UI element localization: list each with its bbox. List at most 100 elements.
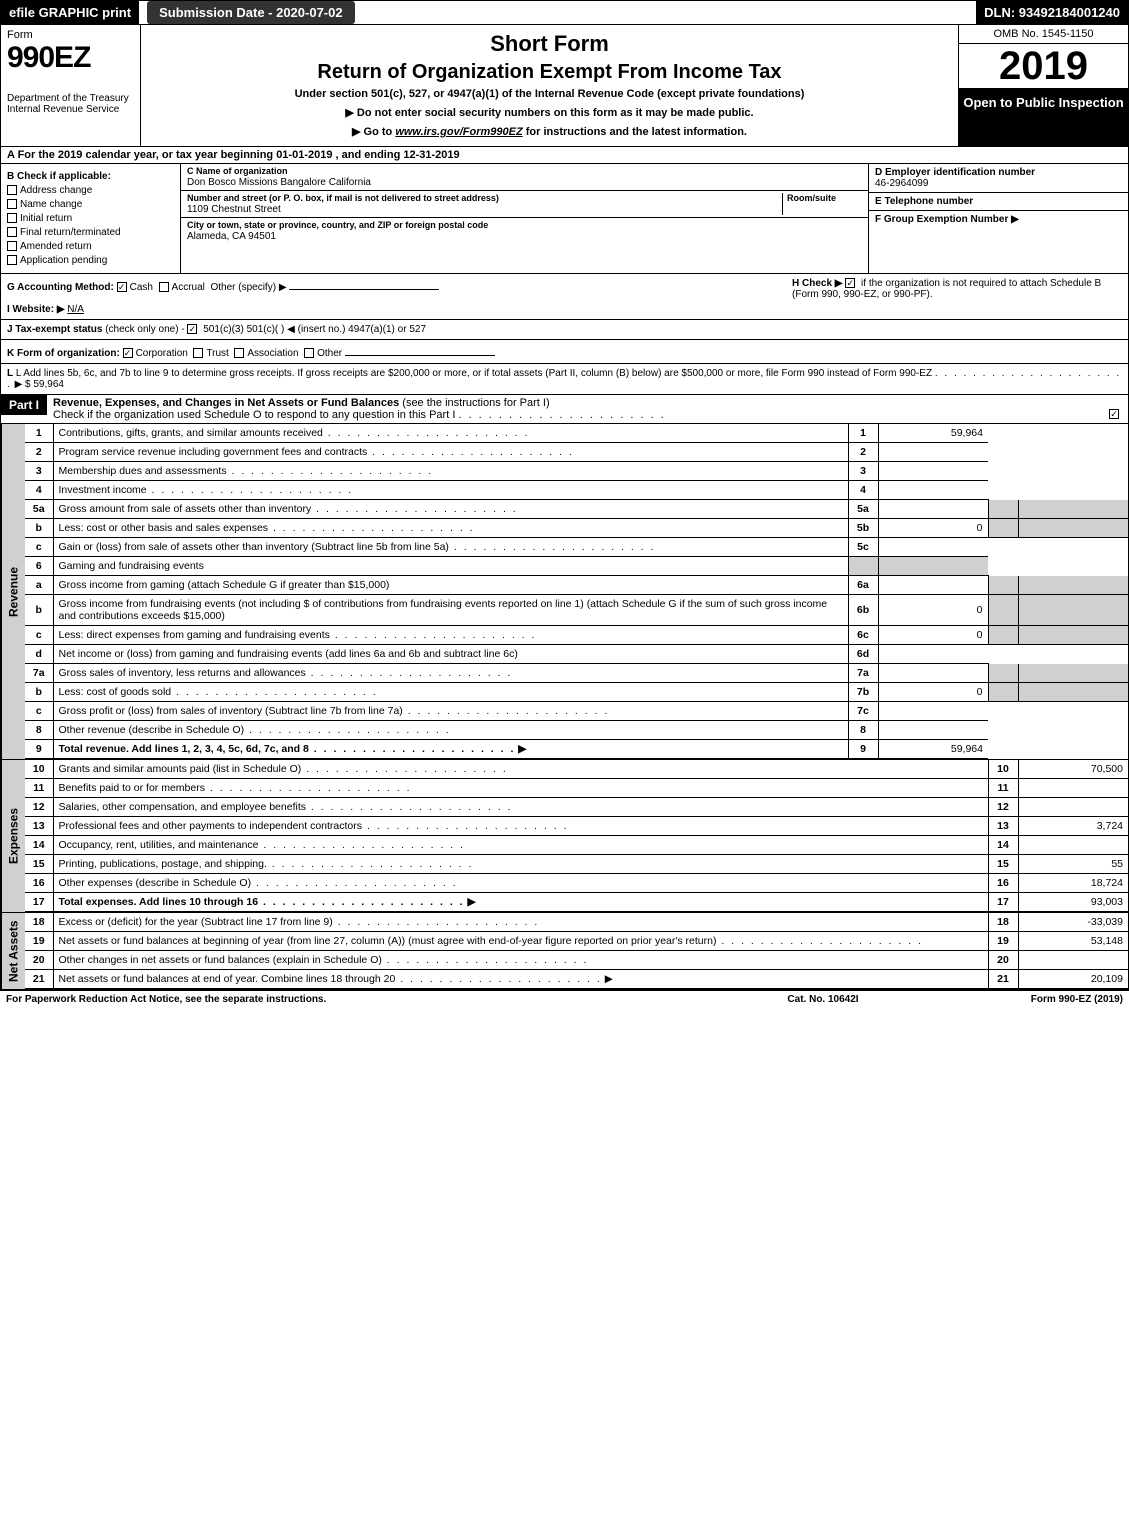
city-label: City or town, state or province, country…	[187, 220, 488, 230]
short-form-title: Short Form	[149, 31, 950, 57]
efile-label[interactable]: efile GRAPHIC print	[1, 1, 139, 24]
box-b-label: B Check if applicable:	[7, 171, 174, 182]
check-application-pending[interactable]: Application pending	[7, 255, 174, 266]
line-5b: bLess: cost or other basis and sales exp…	[25, 519, 1128, 538]
check-address-change[interactable]: Address change	[7, 185, 174, 196]
info-grid: B Check if applicable: Address change Na…	[0, 164, 1129, 274]
other-specify-field[interactable]	[289, 278, 439, 290]
ein-value: 46-2964099	[875, 178, 928, 189]
phone-label: E Telephone number	[875, 196, 973, 207]
dln-label: DLN: 93492184001240	[976, 1, 1128, 24]
check-amended-return[interactable]: Amended return	[7, 241, 174, 252]
box-b: B Check if applicable: Address change Na…	[1, 164, 181, 273]
line-6b: bGross income from fundraising events (n…	[25, 595, 1128, 626]
k-label: K Form of organization:	[7, 348, 120, 359]
check-association[interactable]	[234, 348, 244, 358]
form-header: Form 990EZ Department of the Treasury In…	[0, 25, 1129, 147]
check-schedule-b[interactable]	[845, 278, 855, 288]
goto-link[interactable]: www.irs.gov/Form990EZ	[395, 126, 522, 138]
line-20: 20Other changes in net assets or fund ba…	[25, 951, 1128, 970]
check-cash[interactable]	[117, 282, 127, 292]
ein-label: D Employer identification number	[875, 167, 1035, 178]
line-8: 8Other revenue (describe in Schedule O)8	[25, 721, 1128, 740]
header-center: Short Form Return of Organization Exempt…	[141, 25, 958, 146]
line-19: 19Net assets or fund balances at beginni…	[25, 932, 1128, 951]
check-schedule-o[interactable]	[1109, 409, 1119, 419]
check-final-return[interactable]: Final return/terminated	[7, 227, 174, 238]
line-17: 17Total expenses. Add lines 10 through 1…	[25, 893, 1128, 912]
top-bar: efile GRAPHIC print Submission Date - 20…	[0, 0, 1129, 25]
group-exemption-label: F Group Exemption Number ▶	[875, 214, 1019, 225]
check-name-change[interactable]: Name change	[7, 199, 174, 210]
line-11: 11Benefits paid to or for members11	[25, 779, 1128, 798]
line-13: 13Professional fees and other payments t…	[25, 817, 1128, 836]
line-6: 6Gaming and fundraising events	[25, 557, 1128, 576]
line-1: 1Contributions, gifts, grants, and simil…	[25, 424, 1128, 443]
h-label: H Check ▶	[792, 278, 842, 289]
street: 1109 Chestnut Street	[187, 204, 281, 215]
l-amount: 59,964	[33, 379, 64, 390]
box-j: J Tax-exempt status (check only one) - 5…	[7, 324, 1122, 335]
irs-label: Internal Revenue Service	[7, 104, 134, 115]
netassets-section: Net Assets 18Excess or (deficit) for the…	[0, 912, 1129, 991]
line-9: 9Total revenue. Add lines 1, 2, 3, 4, 5c…	[25, 740, 1128, 759]
j-sub: (check only one) -	[105, 324, 184, 335]
netassets-table: 18Excess or (deficit) for the year (Subt…	[25, 913, 1128, 989]
website-value: N/A	[67, 304, 84, 315]
spacer	[355, 1, 977, 24]
header-right: OMB No. 1545-1150 2019 Open to Public In…	[958, 25, 1128, 146]
dept-treasury: Department of the Treasury	[7, 93, 134, 104]
box-c: C Name of organization Don Bosco Mission…	[181, 164, 868, 273]
cat-number: Cat. No. 10642I	[723, 994, 923, 1005]
omb-number: OMB No. 1545-1150	[959, 25, 1128, 44]
j-opts: 501(c)(3) 501(c)( ) ◀ (insert no.) 4947(…	[203, 324, 426, 335]
org-name: Don Bosco Missions Bangalore California	[187, 177, 371, 188]
line-3: 3Membership dues and assessments3	[25, 462, 1128, 481]
k-row: K Form of organization: Corporation Trus…	[0, 340, 1129, 364]
box-h: H Check ▶ if the organization is not req…	[782, 278, 1122, 315]
city: Alameda, CA 94501	[187, 231, 276, 242]
submission-date: Submission Date - 2020-07-02	[147, 1, 355, 24]
room-label: Room/suite	[787, 193, 836, 203]
line-5a: 5aGross amount from sale of assets other…	[25, 500, 1128, 519]
line-2: 2Program service revenue including gover…	[25, 443, 1128, 462]
org-name-label: C Name of organization	[187, 166, 288, 176]
part1-check-line: Check if the organization used Schedule …	[53, 409, 455, 421]
line-7b: bLess: cost of goods sold7b0	[25, 683, 1128, 702]
info-right: D Employer identification number 46-2964…	[868, 164, 1128, 273]
l-row: L L Add lines 5b, 6c, and 7b to line 9 t…	[0, 364, 1129, 395]
line-6d: dNet income or (loss) from gaming and fu…	[25, 645, 1128, 664]
revenue-table: 1Contributions, gifts, grants, and simil…	[25, 424, 1128, 759]
line-7a: 7aGross sales of inventory, less returns…	[25, 664, 1128, 683]
do-not-warning: ▶ Do not enter social security numbers o…	[149, 106, 950, 119]
expenses-table: 10Grants and similar amounts paid (list …	[25, 760, 1128, 912]
netassets-label: Net Assets	[1, 913, 25, 989]
under-section: Under section 501(c), 527, or 4947(a)(1)…	[149, 88, 950, 100]
tax-period: A For the 2019 calendar year, or tax yea…	[0, 147, 1129, 164]
line-15: 15Printing, publications, postage, and s…	[25, 855, 1128, 874]
l-text: L Add lines 5b, 6c, and 7b to line 9 to …	[16, 368, 932, 379]
check-accrual[interactable]	[159, 282, 169, 292]
line-16: 16Other expenses (describe in Schedule O…	[25, 874, 1128, 893]
line-5c: cGain or (loss) from sale of assets othe…	[25, 538, 1128, 557]
box-l: L L Add lines 5b, 6c, and 7b to line 9 t…	[7, 368, 1122, 390]
line-7c: cGross profit or (loss) from sales of in…	[25, 702, 1128, 721]
line-12: 12Salaries, other compensation, and empl…	[25, 798, 1128, 817]
footer: For Paperwork Reduction Act Notice, see …	[0, 991, 1129, 1008]
check-initial-return[interactable]: Initial return	[7, 213, 174, 224]
box-k: K Form of organization: Corporation Trus…	[7, 344, 1122, 359]
check-other-org[interactable]	[304, 348, 314, 358]
line-4: 4Investment income4	[25, 481, 1128, 500]
line-14: 14Occupancy, rent, utilities, and mainte…	[25, 836, 1128, 855]
other-org-field[interactable]	[345, 344, 495, 356]
return-title: Return of Organization Exempt From Incom…	[149, 61, 950, 84]
goto-prefix: ▶ Go to	[352, 126, 395, 138]
goto-suffix: for instructions and the latest informat…	[526, 126, 747, 138]
form-number: 990EZ	[7, 41, 134, 75]
check-501c3[interactable]	[187, 324, 197, 334]
part1-title: Revenue, Expenses, and Changes in Net As…	[47, 395, 1128, 423]
header-left: Form 990EZ Department of the Treasury In…	[1, 25, 141, 146]
check-trust[interactable]	[193, 348, 203, 358]
check-corporation[interactable]	[123, 348, 133, 358]
street-cell: Number and street (or P. O. box, if mail…	[181, 191, 868, 218]
